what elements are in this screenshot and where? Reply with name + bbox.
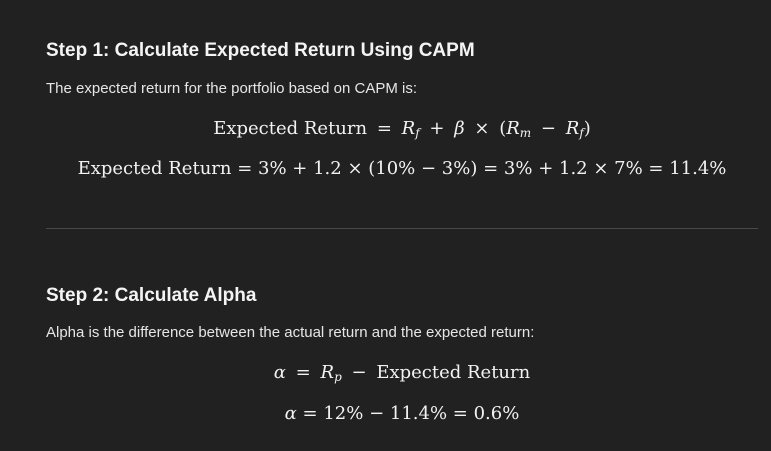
capm-formula-open-paren: ( <box>499 118 507 139</box>
capm-formula-eq: = <box>376 118 392 139</box>
capm-calculation: Expected Return = 3% + 1.2 × (10% − 3%) … <box>46 158 758 179</box>
step2-heading: Step 2: Calculate Alpha <box>46 285 257 306</box>
capm-formula-lhs: Expected Return <box>213 118 368 139</box>
alpha-formula: α = Rp − Expected Return <box>46 362 758 384</box>
capm-formula-minus: − <box>540 118 557 139</box>
capm-formula-plus: + <box>429 118 445 139</box>
alpha-formula-minus: − <box>351 362 367 383</box>
alpha-formula-p-sub: p <box>334 370 342 384</box>
capm-formula-f-sub-2: f <box>579 126 584 140</box>
alpha-formula-eq: = <box>295 362 311 383</box>
alpha-calculation-text: = 12% − 11.4% = 0.6% <box>302 403 520 424</box>
alpha-calculation-alpha: α <box>284 403 297 424</box>
capm-formula-times: × <box>474 118 490 139</box>
capm-formula-beta: β <box>454 118 465 139</box>
alpha-formula-rhs: Expected Return <box>376 362 531 383</box>
capm-formula-close-paren: ) <box>583 118 591 139</box>
capm-formula-r: R <box>401 118 416 139</box>
alpha-calculation: α = 12% − 11.4% = 0.6% <box>46 403 758 424</box>
alpha-formula-alpha: α <box>273 362 286 383</box>
capm-calculation-lhs: Expected Return <box>77 158 232 179</box>
capm-formula-m-sub: m <box>519 126 532 140</box>
capm-formula-r-riskfree: R <box>565 118 580 139</box>
step1-intro: The expected return for the portfolio ba… <box>46 80 418 97</box>
step1-heading: Step 1: Calculate Expected Return Using … <box>46 40 475 61</box>
alpha-formula-r: R <box>320 362 335 383</box>
capm-calculation-text: = 3% + 1.2 × (10% − 3%) = 3% + 1.2 × 7% … <box>237 158 727 179</box>
step2-intro: Alpha is the difference between the actu… <box>46 324 535 341</box>
section-divider <box>46 228 758 229</box>
capm-formula-r-market: R <box>506 118 520 139</box>
capm-formula-f-sub: f <box>415 126 420 140</box>
capm-formula: Expected Return = Rf + β × (Rm − Rf) <box>46 118 758 140</box>
